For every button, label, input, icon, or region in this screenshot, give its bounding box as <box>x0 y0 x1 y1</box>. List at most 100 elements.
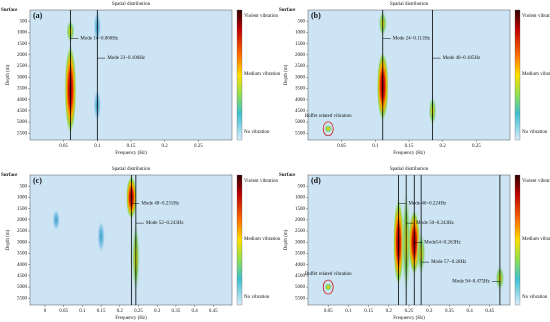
x-tick-label: 0.35 <box>445 309 454 314</box>
x-tick-label: 0.05 <box>59 144 68 149</box>
mode-label: Mode 94~0.475Hz <box>452 280 490 285</box>
x-axis-label: Frequency (Hz) <box>393 316 425 321</box>
panel-title: Spatial distribution <box>112 167 151 172</box>
y-tick-label: 5000 <box>295 285 306 290</box>
x-tick-label: 0.1 <box>345 309 352 314</box>
y-tick-label: 3000 <box>17 75 28 80</box>
annotation-label: Buffet related vibration <box>305 272 352 277</box>
y-tick-label: 3500 <box>295 87 306 92</box>
x-tick-label: 0.15 <box>364 309 373 314</box>
x-axis-label: Frequency (Hz) <box>393 151 425 156</box>
x-tick-label: 0.25 <box>405 309 414 314</box>
vibration-hotspot <box>97 219 105 254</box>
y-tick-label: 3500 <box>17 252 28 257</box>
x-tick-label: 0.15 <box>97 309 106 314</box>
mode-label: Mode 46~0.224Hz <box>408 202 446 207</box>
panel-title: Spatial distribution <box>390 2 429 7</box>
y-tick-label: 5500 <box>295 131 306 136</box>
mode-label: Mode 14~0.060Hz <box>80 37 118 42</box>
x-tick-label: 0.2 <box>386 309 393 314</box>
surface-label: Surface <box>279 173 296 178</box>
y-tick-label: 1000 <box>295 196 306 201</box>
x-tick-label: 0.05 <box>324 309 333 314</box>
y-tick-label: 5500 <box>295 296 306 301</box>
y-tick-label: 1500 <box>17 207 28 212</box>
y-tick-label: 1500 <box>295 207 306 212</box>
x-tick-label: 0.1 <box>94 144 101 149</box>
y-axis-label: Depth (m) <box>6 64 11 85</box>
x-tick-label: 0.15 <box>127 144 136 149</box>
mode-label: Mode 57~0.28Hz <box>431 260 467 265</box>
x-tick-label: 0.25 <box>194 144 203 149</box>
plot-area <box>307 9 511 141</box>
panel-label: (d) <box>311 176 321 185</box>
y-tick-label: 1500 <box>295 42 306 47</box>
y-tick-label: 3500 <box>17 87 28 92</box>
colorbar-label: No vibration <box>522 295 548 300</box>
mode-label: Mode 24~0.111Hz <box>393 37 431 42</box>
x-tick-label: 0.3 <box>426 309 433 314</box>
annotation-circle <box>322 279 334 295</box>
y-tick-label: 1000 <box>17 196 28 201</box>
colorbar-label: Medium vibration <box>522 72 550 77</box>
mode-label: Mode 52~0.243Hz <box>146 221 184 226</box>
x-tick-label: 0.05 <box>337 144 346 149</box>
y-tick-label: 4000 <box>295 98 306 103</box>
colorbar-label: Violent vibration <box>522 179 550 184</box>
y-tick-label: 2500 <box>17 64 28 69</box>
colorbar-label: Medium vibration <box>244 72 281 77</box>
x-tick-label: 0.1 <box>79 309 86 314</box>
x-tick-label: 0.35 <box>172 309 181 314</box>
mode-label: Mode 48~0.231Hz <box>141 202 179 207</box>
surface-label: Surface <box>1 8 18 13</box>
y-tick-label: 5000 <box>17 120 28 125</box>
x-tick-label: 0.2 <box>440 144 447 149</box>
surface-label: Surface <box>1 173 18 178</box>
vibration-hotspot <box>323 124 333 134</box>
surface-label: Surface <box>279 8 296 13</box>
y-tick-label: 2500 <box>295 229 306 234</box>
colorbar-label: No vibration <box>244 295 270 300</box>
y-tick-label: 1000 <box>17 31 28 36</box>
y-axis-label: Depth (m) <box>6 229 11 250</box>
panel-title: Spatial distribution <box>112 2 151 7</box>
y-tick-label: 2000 <box>17 218 28 223</box>
mode-label: Mode 40~0.185Hz <box>443 56 481 61</box>
x-tick-label: 0.2 <box>117 309 124 314</box>
y-tick-label: 4500 <box>17 274 28 279</box>
x-tick-label: 0.05 <box>59 309 68 314</box>
vibration-hotspot <box>52 208 61 232</box>
x-tick-label: 0.2 <box>162 144 169 149</box>
x-tick-label: 0.4 <box>191 309 198 314</box>
x-tick-label: 0.45 <box>485 309 494 314</box>
colorbar-label: No vibration <box>244 130 270 135</box>
mode-label: Mode 50~0.243Hz <box>416 221 454 226</box>
y-axis-label: Depth (m) <box>284 229 289 250</box>
y-tick-label: 2500 <box>17 229 28 234</box>
y-tick-label: 4500 <box>295 274 306 279</box>
y-tick-label: 5500 <box>17 296 28 301</box>
x-tick-label: 0 <box>44 309 47 314</box>
y-tick-label: 500 <box>298 19 306 24</box>
y-tick-label: 1000 <box>295 31 306 36</box>
y-tick-label: 2000 <box>295 53 306 58</box>
y-tick-label: 2000 <box>295 218 306 223</box>
colorbar-label: No vibration <box>522 130 548 135</box>
colorbar-label: Violent vibration <box>244 14 278 19</box>
colorbar <box>236 9 243 141</box>
x-tick-label: 0.15 <box>405 144 414 149</box>
colorbar-label: Violent vibration <box>244 179 278 184</box>
x-tick-label: 0.1 <box>372 144 379 149</box>
annotation-circle <box>322 121 334 137</box>
mode-label: Mode 23~0.100Hz <box>107 56 145 61</box>
plot-area <box>29 9 233 141</box>
y-tick-label: 4500 <box>17 109 28 114</box>
colorbar <box>514 9 521 141</box>
y-tick-label: 3000 <box>295 75 306 80</box>
x-tick-label: 0.25 <box>134 309 143 314</box>
x-tick-label: 0.4 <box>466 309 473 314</box>
y-tick-label: 2500 <box>295 64 306 69</box>
x-tick-label: 0.45 <box>209 309 218 314</box>
colorbar <box>514 174 521 306</box>
y-tick-label: 3500 <box>295 252 306 257</box>
